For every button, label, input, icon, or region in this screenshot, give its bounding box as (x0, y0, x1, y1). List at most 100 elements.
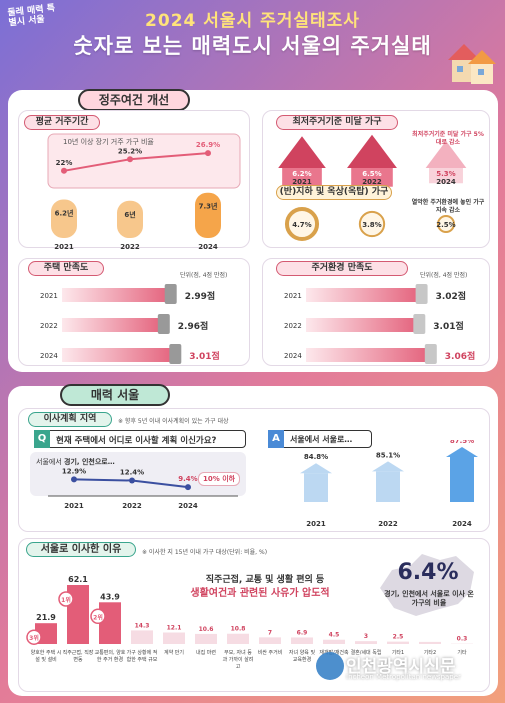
base-note: 열악한 주거환경에 놓인 가구 지속 감소 (411, 199, 485, 214)
tenure-chart: 22% 25.2% 26.9% 6.2년 2021 6년 2022 7.3년 2024 (47, 133, 241, 250)
reason-value: 43.9 (100, 592, 120, 601)
outflow-label: 12.4% (120, 469, 144, 477)
outflow-point (71, 476, 77, 483)
base-circle (358, 210, 386, 238)
tenure-year: 2022 (120, 243, 140, 250)
line-box (47, 133, 241, 189)
tenure-bar-label: 7.3년 (199, 202, 218, 211)
reason-category-2: 변동 (73, 656, 83, 663)
reason-value: 62.1 (68, 575, 88, 584)
inflow-bar (450, 457, 474, 502)
a-badge: A (268, 430, 284, 448)
substd-roof (347, 134, 397, 168)
reason-bar (419, 641, 441, 644)
seoul-map-shape (370, 548, 482, 620)
tenure-year: 2024 (198, 243, 218, 250)
housing-sat-label: 2.96점 (178, 320, 209, 332)
reason-bar (195, 633, 217, 644)
rank-label: 2위 (93, 613, 103, 621)
rank-badge (26, 629, 42, 645)
reason-category: 부모, 자녀 등 (224, 649, 252, 656)
reason-category: 교통편의, 양호 (95, 649, 126, 656)
reason-bar (355, 641, 377, 644)
reason-value: 4.5 (329, 632, 340, 639)
env-sat-year: 2024 (284, 352, 302, 360)
question-text: 현재 주택에서 어디로 이사할 계획 이신가요? (56, 436, 217, 446)
substd-house (429, 168, 463, 184)
outflow-label: 9.4% (178, 475, 197, 483)
reason-category-2: 교육환경 (293, 656, 311, 663)
outflow-line (73, 478, 189, 489)
base-label: 2.5% (436, 221, 455, 229)
housing-sat-year: 2021 (40, 292, 58, 300)
base-circle (284, 206, 320, 242)
inflow-year: 2021 (306, 520, 326, 528)
inflow-bar (304, 473, 328, 502)
reason-category: 기타1 (392, 649, 404, 656)
answer-text: 서울에서 서울로… (290, 435, 353, 444)
panel-reasons (18, 538, 490, 692)
rank-badge (90, 608, 106, 625)
env-sat-unit: 단위(점, 4점 만점) (420, 272, 468, 279)
tenure-bar-label: 6.2년 (55, 209, 74, 218)
tenure-year: 2021 (54, 243, 74, 250)
rank-badge (58, 591, 74, 607)
substd-label: 6.2% (292, 170, 311, 178)
inflow-arrow (446, 447, 478, 457)
substd-year: 2022 (362, 178, 382, 186)
move-plan-note: ※ 향후 5년 이내 이사계획이 있는 가구 대상 (118, 418, 229, 425)
reason-category-3: 고 (236, 664, 241, 670)
env-sat-bar (306, 288, 426, 302)
outflow-callout: 10% 이하 (198, 472, 241, 486)
reasons-headline2: 생활여건과 관련된 사유가 압도적 (190, 588, 330, 599)
outflow-year: 2022 (122, 502, 142, 510)
env-sat-bar (306, 318, 424, 332)
tenure-bar (117, 200, 143, 238)
tenure-bar-label: 6년 (124, 210, 135, 219)
tenure-line-point (127, 156, 133, 163)
reason-bar (291, 637, 313, 644)
substd-year: 2024 (436, 178, 456, 186)
inflow-year: 2024 (452, 520, 472, 528)
housing-sat-chart: 2021 2.99점 2022 2.96점 2024 3.01점 (40, 284, 220, 364)
substd-label: 6.5% (362, 170, 381, 178)
tenure-line-label: 25.2% (118, 147, 142, 155)
housing-sat-unit: 단위(점, 4점 만점) (180, 272, 228, 279)
inflow-label: 85.1% (376, 451, 400, 459)
tenure-line-label: 10년 이상 장기 거주 가구 비율 (63, 138, 154, 146)
inflow-year: 2022 (378, 520, 398, 528)
env-sat-label: 3.01점 (433, 320, 464, 332)
reason-category: 기타2 (424, 649, 436, 656)
reason-category: 자녀 양육 및 (289, 649, 316, 656)
base-title: (반)지하 및 옥상(옥탑) 가구 (276, 185, 392, 200)
reason-value: 10.6 (199, 626, 214, 633)
watermark-sub: Incheon Metropolitan newspaper (346, 673, 461, 681)
reasons-big-value: 6.4% (397, 560, 459, 585)
outflow-year: 2024 (178, 502, 198, 510)
base-label: 4.7% (292, 221, 311, 229)
substd-roof (425, 140, 467, 168)
inflow-arrow (372, 461, 404, 472)
inflow-label: 87.5% (450, 440, 474, 445)
inflow-label: 84.8% (304, 453, 328, 461)
housing-sat-year: 2024 (40, 352, 58, 360)
reason-category: 기타 (457, 649, 467, 656)
reason-value: 6.9 (297, 629, 308, 636)
housing-sat-label: 2.99점 (185, 290, 216, 302)
housing-sat-title: 주택 만족도 (28, 261, 104, 276)
reason-bar (259, 637, 281, 644)
env-sat-chart: 2021 3.02점 2022 3.01점 2024 3.06점 (284, 284, 475, 364)
reason-category: 결혼/세대 독립 (351, 649, 382, 656)
tenure-line-label: 26.9% (196, 141, 220, 149)
substd-note: 최저주거기준 미달 가구 5%대로 감소 (412, 131, 484, 146)
reason-category: 양호한 주택 시 (31, 649, 62, 656)
housing-sat-year: 2022 (40, 322, 58, 330)
env-sat-icon (415, 284, 428, 304)
reason-category: 가구 상황에 적 (127, 649, 158, 656)
substd-house (282, 168, 322, 186)
substd-house (351, 168, 393, 187)
reasons-headline1: 직주근접, 교통 및 생활 편의 등 (205, 575, 325, 585)
inflow-bar (376, 471, 400, 502)
move-plan-title: 이사계획 지역 (28, 412, 112, 427)
reason-value: 2.5 (393, 634, 404, 641)
